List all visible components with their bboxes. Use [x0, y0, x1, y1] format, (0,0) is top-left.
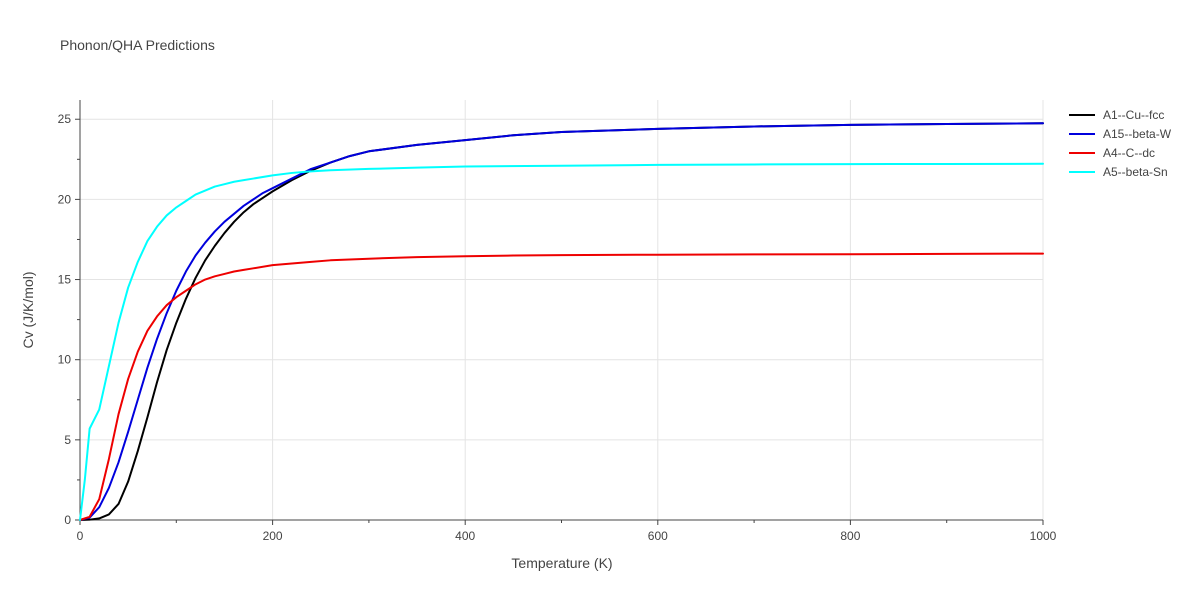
series-line-2[interactable] — [79, 122, 1044, 521]
y-tick-label: 10 — [58, 353, 72, 367]
y-tick-label: 20 — [58, 192, 72, 206]
legend-label: A4--C--dc — [1103, 146, 1155, 160]
legend-item[interactable]: A15--beta-W — [1069, 127, 1172, 141]
x-tick-label: 600 — [648, 529, 668, 543]
grid-lines — [80, 100, 1044, 520]
legend-label: A15--beta-W — [1103, 127, 1172, 141]
legend-label: A1--Cu--fcc — [1103, 108, 1164, 122]
x-axis-title: Temperature (K) — [511, 555, 612, 571]
y-tick-label: 25 — [58, 112, 72, 126]
y-tick-label: 15 — [58, 273, 72, 287]
legend[interactable]: A1--Cu--fcc A15--beta-W A4--C--dc A5--beta-… — [1069, 108, 1172, 179]
axes: 0 200 400 600 800 1000 0 5 10 15 20 25 — [58, 100, 1057, 543]
series-line-3[interactable] — [79, 252, 1044, 521]
chart-title: Phonon/QHA Predictions — [60, 37, 215, 53]
x-tick-label: 400 — [455, 529, 475, 543]
legend-item[interactable]: A5--beta-Sn — [1069, 165, 1168, 179]
series-line-1[interactable] — [79, 122, 1044, 521]
x-tick-label: 800 — [840, 529, 860, 543]
legend-item[interactable]: A1--Cu--fcc — [1069, 108, 1164, 122]
x-tick-label: 0 — [77, 529, 84, 543]
series-line-4[interactable] — [79, 162, 1044, 521]
legend-label: A5--beta-Sn — [1103, 165, 1168, 179]
series-lines — [79, 122, 1044, 521]
y-tick-label: 5 — [64, 433, 71, 447]
x-tick-label: 1000 — [1030, 529, 1057, 543]
legend-item[interactable]: A4--C--dc — [1069, 146, 1155, 160]
y-tick-label: 0 — [64, 513, 71, 527]
x-tick-label: 200 — [263, 529, 283, 543]
y-axis-title: Cv (J/K/mol) — [20, 272, 36, 349]
